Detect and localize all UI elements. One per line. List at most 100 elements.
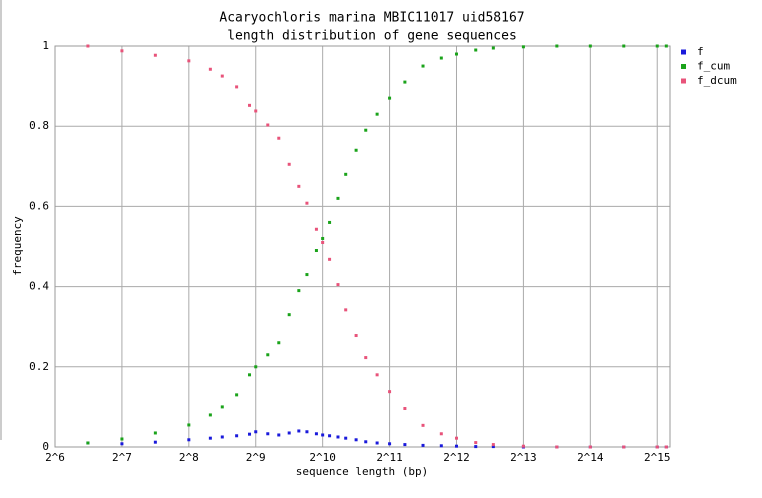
data-point	[421, 423, 425, 427]
data-point	[153, 53, 157, 57]
data-point	[364, 440, 368, 444]
x-tick-label: 2^7	[112, 451, 132, 464]
data-point	[235, 85, 239, 89]
data-point	[220, 74, 224, 78]
data-point	[287, 162, 291, 166]
data-point	[248, 432, 252, 436]
data-point	[403, 80, 407, 84]
data-point	[388, 96, 392, 100]
data-point	[344, 436, 348, 440]
data-point	[622, 445, 626, 449]
data-point	[491, 443, 495, 447]
x-tick-label: 2^9	[246, 451, 266, 464]
data-point	[454, 52, 458, 56]
data-point	[364, 128, 368, 132]
x-tick-label: 2^14	[577, 451, 604, 464]
data-point	[314, 432, 318, 436]
legend-label: f_dcum	[697, 74, 737, 87]
y-tick-label: 0.6	[29, 199, 49, 212]
data-point	[297, 429, 301, 433]
data-point	[588, 44, 592, 48]
data-point	[555, 44, 559, 48]
legend-marker	[681, 64, 686, 69]
data-point	[375, 112, 379, 116]
data-point	[277, 136, 281, 140]
data-point	[336, 196, 340, 200]
data-point	[277, 433, 281, 437]
x-tick-label: 2^10	[309, 451, 336, 464]
data-point	[248, 373, 252, 377]
data-point	[388, 390, 392, 394]
x-tick-label: 2^8	[179, 451, 199, 464]
data-point	[321, 236, 325, 240]
legend-marker	[681, 49, 686, 55]
data-point	[266, 353, 270, 357]
data-point	[305, 430, 309, 434]
y-tick-label: 1	[42, 39, 49, 52]
data-point	[220, 435, 224, 439]
data-point	[655, 445, 659, 449]
data-point	[421, 443, 425, 447]
data-point	[655, 44, 659, 48]
data-point	[187, 59, 191, 63]
data-point	[220, 405, 224, 409]
data-point	[266, 123, 270, 127]
x-tick-label: 2^13	[510, 451, 537, 464]
y-tick-label: 0.2	[29, 360, 49, 373]
data-point	[354, 438, 358, 442]
data-point	[555, 445, 559, 449]
data-point	[254, 109, 258, 113]
data-point	[305, 273, 309, 277]
data-point	[664, 445, 668, 449]
x-tick-label: 2^6	[45, 451, 65, 464]
data-point	[120, 49, 124, 53]
data-point	[454, 436, 458, 440]
data-point	[439, 56, 443, 60]
data-point	[297, 184, 301, 188]
legend-label: f	[697, 45, 704, 58]
data-point	[266, 432, 270, 436]
data-point	[153, 440, 157, 444]
data-point	[153, 431, 157, 435]
y-tick-label: 0.4	[29, 280, 49, 293]
data-point	[364, 356, 368, 360]
data-point	[439, 432, 443, 436]
data-point	[354, 334, 358, 338]
data-point	[421, 64, 425, 68]
data-point	[403, 407, 407, 411]
x-tick-label: 2^15	[644, 451, 671, 464]
chart-subtitle: length distribution of gene sequences	[227, 29, 517, 44]
data-point	[474, 441, 478, 445]
y-tick-label: 0	[42, 440, 49, 453]
data-point	[187, 438, 191, 442]
data-point	[664, 44, 668, 48]
data-point	[86, 44, 90, 48]
data-point	[375, 373, 379, 377]
data-point	[375, 441, 379, 445]
plot-border	[54, 45, 671, 448]
data-point	[354, 148, 358, 152]
data-point	[439, 444, 443, 448]
data-point	[254, 365, 258, 369]
data-point	[491, 46, 495, 50]
data-point	[491, 445, 495, 449]
data-point	[314, 249, 318, 253]
data-point	[235, 393, 239, 397]
data-point	[287, 431, 291, 435]
data-point	[254, 430, 258, 434]
data-point	[187, 423, 191, 427]
data-point	[208, 436, 212, 440]
data-point	[120, 437, 124, 441]
data-point	[328, 220, 332, 224]
data-point	[297, 289, 301, 293]
data-point	[336, 283, 340, 287]
y-axis-label: frequency	[11, 216, 24, 276]
data-point	[388, 442, 392, 446]
data-point	[305, 201, 309, 205]
data-point	[287, 313, 291, 317]
data-point	[208, 413, 212, 417]
data-point	[474, 48, 478, 52]
data-point	[344, 308, 348, 312]
data-point	[588, 445, 592, 449]
